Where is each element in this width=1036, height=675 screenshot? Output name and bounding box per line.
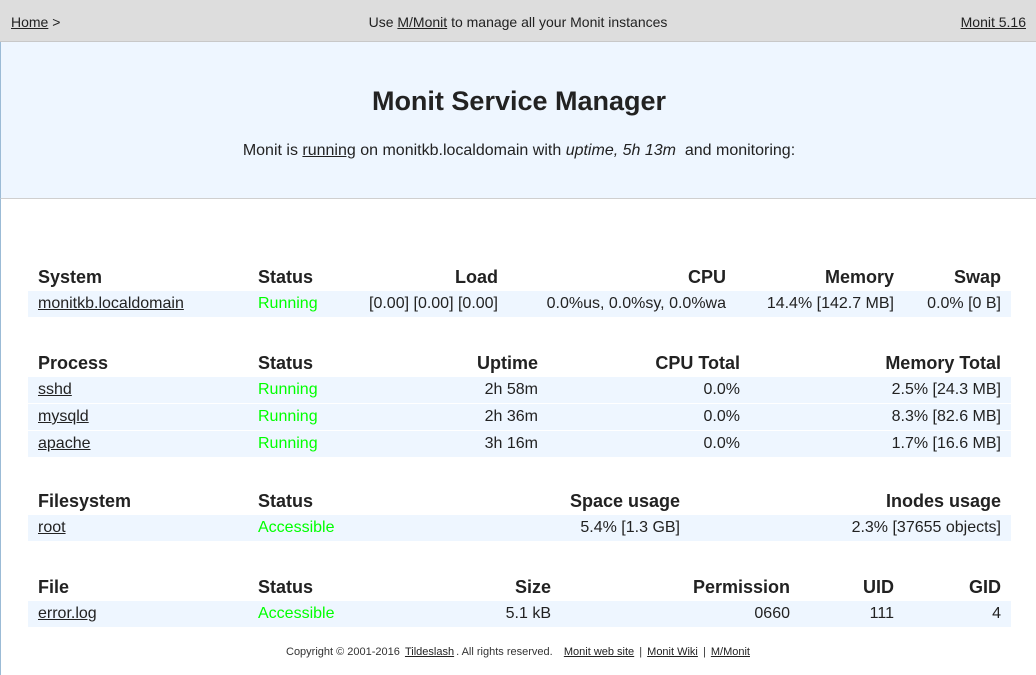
col-header: Uptime <box>476 353 538 373</box>
status-cell: Accessible <box>248 601 358 627</box>
uptime-cell: 2h 36m <box>358 403 548 431</box>
footer: Copyright © 2001-2016 Tildeslash. All ri… <box>1 646 1036 658</box>
col-header: GID <box>968 577 1001 597</box>
inodes-cell: 2.3% [37655 objects] <box>690 515 1011 541</box>
promo-text-pre: Use <box>368 14 394 30</box>
permission-cell: 0660 <box>561 601 800 627</box>
size-cell: 5.1 kB <box>358 601 561 627</box>
memory-cell: 14.4% [142.7 MB] <box>736 291 904 317</box>
process-link-apache[interactable]: apache <box>38 435 91 452</box>
summary-post: and monitoring: <box>684 142 796 159</box>
status-cell: Running <box>248 291 358 317</box>
file-link-error-log[interactable]: error.log <box>38 605 97 622</box>
status-summary: Monit is running on monitkb.localdomain … <box>1 142 1036 160</box>
cpu-cell: 0.0% <box>548 377 750 404</box>
col-header: CPU <box>687 267 726 287</box>
system-link[interactable]: monitkb.localdomain <box>38 295 184 312</box>
table-header: Filesystem Status Space usage Inodes usa… <box>28 474 1011 515</box>
status-cell: Accessible <box>248 515 358 541</box>
mmonit-promo: Use M/Monit to manage all your Monit ins… <box>0 14 1036 30</box>
col-header: UID <box>863 577 894 597</box>
table-header: File Status Size Permission UID GID <box>28 560 1011 601</box>
col-header: Status <box>258 353 314 373</box>
promo-text-post: to manage all your Monit instances <box>451 14 668 30</box>
col-header: Memory Total <box>885 353 1001 373</box>
cpu-cell: 0.0%us, 0.0%sy, 0.0%wa <box>508 291 736 317</box>
table-row: sshd Running 2h 58m 0.0% 2.5% [24.3 MB] <box>28 377 1011 404</box>
memory-cell: 2.5% [24.3 MB] <box>750 377 1011 404</box>
filesystem-link-root[interactable]: root <box>38 519 66 536</box>
breadcrumb-separator: > <box>52 14 61 30</box>
status-cell: Running <box>248 430 358 457</box>
uptime-cell: 2h 58m <box>358 377 548 404</box>
table-row: monitkb.localdomain Running [0.00] [0.00… <box>28 291 1011 317</box>
col-header: Swap <box>953 267 1001 287</box>
page-title: Monit Service Manager <box>371 86 667 116</box>
monit-wiki-link[interactable]: Monit Wiki <box>647 646 698 658</box>
table-header: System Status Load CPU Memory Swap <box>28 250 1011 291</box>
col-header: Status <box>258 491 314 511</box>
col-header: Status <box>258 267 314 287</box>
footer-separator: | <box>639 646 643 658</box>
version-link[interactable]: Monit 5.16 <box>960 14 1026 30</box>
col-header: System <box>38 267 103 287</box>
process-link-mysqld[interactable]: mysqld <box>38 408 89 425</box>
status-cell: Running <box>248 377 358 404</box>
home-link[interactable]: Home <box>11 14 49 30</box>
cpu-cell: 0.0% <box>548 403 750 431</box>
col-header: Space usage <box>569 491 680 511</box>
process-table: Process Status Uptime CPU Total Memory T… <box>28 336 1011 457</box>
table-header: Process Status Uptime CPU Total Memory T… <box>28 336 1011 377</box>
col-header: Status <box>258 577 314 597</box>
table-row: apache Running 3h 16m 0.0% 1.7% [16.6 MB… <box>28 430 1011 457</box>
col-header: Permission <box>692 577 790 597</box>
gid-cell: 4 <box>904 601 1011 627</box>
uptime-cell: 3h 16m <box>358 430 548 457</box>
page-header: Monit Service Manager Monit is running o… <box>0 42 1036 199</box>
main-content: System Status Load CPU Memory Swap monit… <box>0 199 1036 675</box>
col-header: Filesystem <box>38 491 132 511</box>
top-nav-bar: Home > Use M/Monit to manage all your Mo… <box>0 0 1036 42</box>
table-row: root Accessible 5.4% [1.3 GB] 2.3% [3765… <box>28 515 1011 541</box>
swap-cell: 0.0% [0 B] <box>904 291 1011 317</box>
footer-separator: | <box>702 646 706 658</box>
table-row: error.log Accessible 5.1 kB 0660 111 4 <box>28 601 1011 627</box>
status-cell: Running <box>248 403 358 431</box>
col-header: Size <box>514 577 551 597</box>
summary-host: on monitkb.localdomain with <box>360 142 562 159</box>
summary-pre: Monit is <box>242 142 298 159</box>
table-row: mysqld Running 2h 36m 0.0% 8.3% [82.6 MB… <box>28 403 1011 431</box>
uid-cell: 111 <box>800 601 904 627</box>
mmonit-footer-link[interactable]: M/Monit <box>710 646 750 658</box>
breadcrumb: Home > <box>11 14 60 30</box>
mmonit-link[interactable]: M/Monit <box>397 14 448 30</box>
process-link-sshd[interactable]: sshd <box>38 381 72 398</box>
col-header: Load <box>455 267 498 287</box>
col-header: File <box>38 577 70 597</box>
load-cell: [0.00] [0.00] [0.00] <box>358 291 508 317</box>
running-link[interactable]: running <box>302 142 356 159</box>
tildeslash-link[interactable]: Tildeslash <box>404 646 455 658</box>
col-header: Memory <box>824 267 894 287</box>
summary-uptime: uptime, 5h 13m <box>565 142 676 159</box>
monit-website-link[interactable]: Monit web site <box>563 646 635 658</box>
filesystem-table: Filesystem Status Space usage Inodes usa… <box>28 474 1011 541</box>
rights-text: . All rights reserved. <box>456 646 553 658</box>
copyright-text: Copyright © 2001-2016 <box>286 646 400 658</box>
col-header: Inodes usage <box>885 491 1001 511</box>
memory-cell: 1.7% [16.6 MB] <box>750 430 1011 457</box>
file-table: File Status Size Permission UID GID erro… <box>28 560 1011 627</box>
cpu-cell: 0.0% <box>548 430 750 457</box>
memory-cell: 8.3% [82.6 MB] <box>750 403 1011 431</box>
col-header: Process <box>38 353 109 373</box>
space-cell: 5.4% [1.3 GB] <box>358 515 690 541</box>
col-header: CPU Total <box>655 353 740 373</box>
system-table: System Status Load CPU Memory Swap monit… <box>28 250 1011 317</box>
